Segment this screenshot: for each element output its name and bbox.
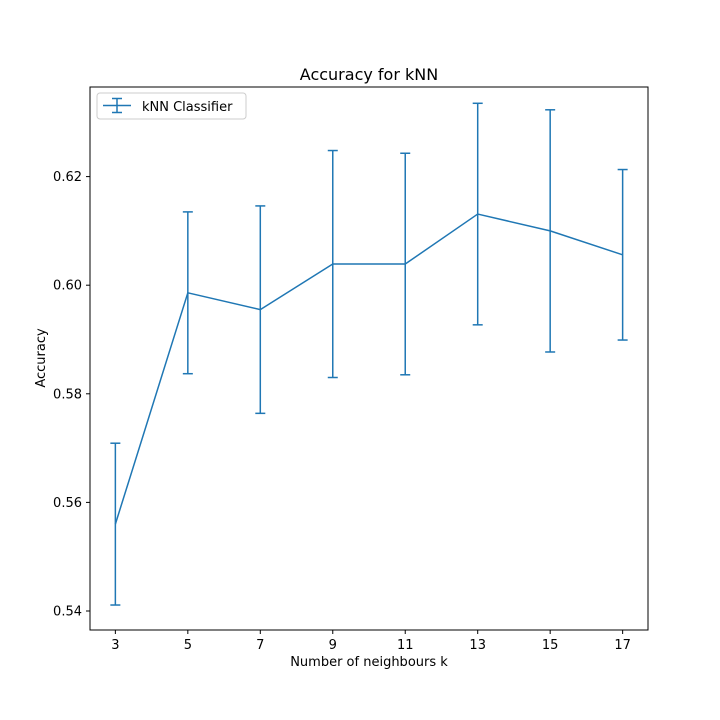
- legend-box: [96, 92, 247, 120]
- x-tick-label: 5: [184, 638, 192, 653]
- y-tick-label: 0.56: [53, 496, 82, 511]
- y-tick-label: 0.58: [53, 387, 82, 402]
- legend-errorbar-icon: [103, 97, 131, 114]
- x-tick-label: 7: [256, 638, 264, 653]
- y-tick-label: 0.54: [53, 604, 82, 619]
- x-tick-label: 13: [469, 638, 486, 653]
- x-axis-label: Number of neighbours k: [290, 655, 448, 670]
- x-tick-label: 9: [329, 638, 337, 653]
- legend-label: kNN Classifier: [142, 100, 233, 115]
- plot-area-frame: [89, 86, 649, 631]
- chart-title: Accuracy for kNN: [300, 65, 438, 84]
- x-tick-label: 11: [397, 638, 414, 653]
- legend: kNN Classifier: [96, 92, 247, 120]
- x-tick-label: 17: [614, 638, 631, 653]
- y-axis-label: Accuracy: [34, 328, 49, 388]
- x-tick-label: 3: [111, 638, 119, 653]
- error-bar: [110, 442, 121, 606]
- x-tick-label: 15: [542, 638, 559, 653]
- y-tick-label: 0.60: [53, 279, 82, 294]
- y-tick-label: 0.62: [53, 170, 82, 185]
- series-line: [114, 213, 623, 525]
